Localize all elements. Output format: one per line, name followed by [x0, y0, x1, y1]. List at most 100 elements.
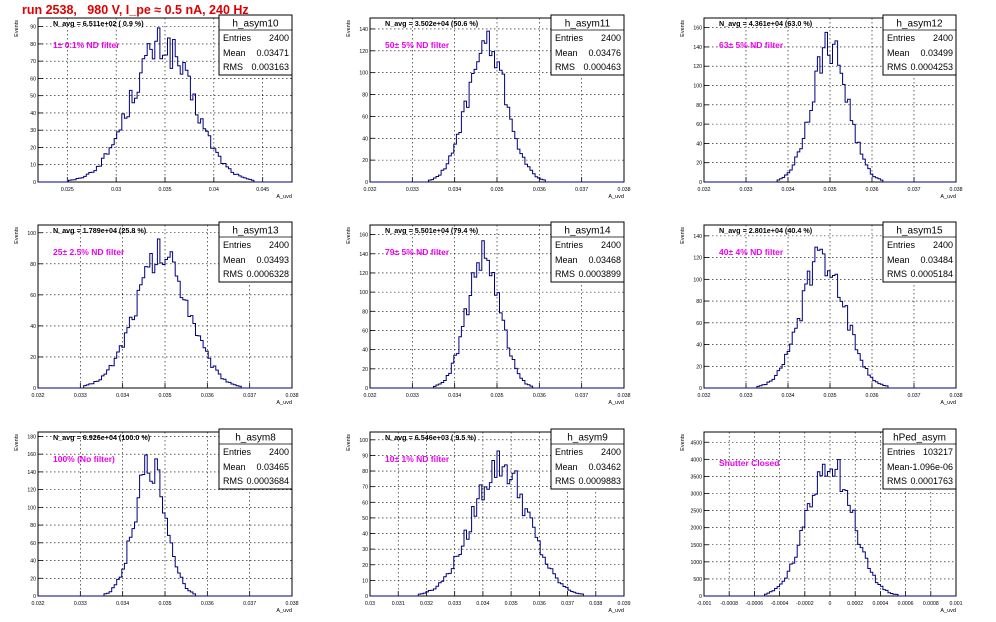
stat-value-rms: 0.000463	[583, 62, 621, 72]
y-tick-label: 10	[362, 578, 368, 584]
panel-h_asym11: 0.032 0.033 0.034 0.035 0.036 0.037 0.038 0 20 40…	[346, 14, 631, 200]
y-tick-label: 20	[362, 563, 368, 569]
x-tick-label: 0.04	[209, 187, 219, 193]
x-tick-label: 0.037	[908, 187, 921, 193]
y-tick-label: 20	[30, 145, 36, 151]
stat-label-entries: Entries	[887, 33, 916, 43]
y-tick-label: 60	[696, 122, 702, 128]
x-tick-label: 0.036	[866, 393, 879, 399]
stats-box	[550, 428, 625, 490]
x-tick-label: 0.0008	[923, 601, 939, 607]
y-axis-title: Events	[680, 227, 686, 244]
histogram-line	[38, 454, 292, 597]
y-tick-label: 100	[359, 438, 368, 444]
x-axis-title: A_uvd	[608, 400, 624, 406]
y-tick-label: 20	[362, 367, 368, 373]
filter-label: 25± 2.5% ND filter	[53, 247, 125, 257]
y-tick-label: 100	[359, 71, 368, 77]
y-tick-label: 1000	[690, 560, 702, 566]
stats-box	[882, 221, 957, 283]
x-tick-label: 0.03	[365, 601, 375, 607]
y-tick-label: 40	[30, 111, 36, 117]
x-tick-label: 0.036	[533, 187, 546, 193]
histogram-name: h_asym8	[235, 433, 276, 444]
stats-box	[550, 221, 625, 283]
x-axis-title: A_uvd	[940, 194, 956, 200]
x-tick-label: 0.035	[159, 393, 172, 399]
stat-label-rms: RMS	[887, 62, 907, 72]
x-tick-label: 0	[829, 601, 832, 607]
y-tick-label: 0	[365, 386, 368, 392]
y-tick-label: 2000	[690, 526, 702, 532]
x-tick-label: 0.034	[116, 601, 129, 607]
y-tick-label: 120	[359, 271, 368, 277]
y-tick-label: 120	[693, 256, 702, 262]
stat-label-rms: RMS	[555, 476, 575, 486]
y-tick-label: 0	[33, 386, 36, 392]
x-tick-label: 0.045	[256, 187, 269, 193]
stat-label-rms: RMS	[223, 476, 243, 486]
navg-label: N_avg = 3.502e+04 (50.6 %)	[385, 19, 479, 28]
y-tick-label: 40	[30, 324, 36, 330]
stats-box	[218, 14, 293, 76]
histogram-name: h_asym15	[896, 226, 943, 237]
stat-label-rms: RMS	[223, 269, 243, 279]
y-tick-label: 2500	[690, 509, 702, 515]
stat-label-entries: Entries	[887, 447, 916, 457]
stat-value-mean: 0.03462	[588, 462, 621, 472]
stat-label-rms: RMS	[887, 476, 907, 486]
stat-value-rms: 0.003163	[251, 62, 289, 72]
stat-value-entries: 2400	[933, 33, 953, 43]
stat-value-mean: 0.03465	[256, 462, 289, 472]
histogram-name: h_asym14	[564, 226, 611, 237]
filter-label: 63± 5% ND filter	[719, 40, 784, 50]
histogram-line	[38, 27, 292, 183]
y-tick-label: 40	[696, 343, 702, 349]
x-tick-label: 0.034	[116, 393, 129, 399]
stat-value-entries: 2400	[601, 447, 621, 457]
y-tick-label: 500	[693, 577, 702, 583]
stats-box	[218, 428, 293, 490]
x-tick-label: 0.037	[561, 601, 574, 607]
y-tick-label: 0	[33, 594, 36, 600]
histogram-line	[704, 31, 956, 183]
y-tick-label: 4000	[690, 457, 702, 463]
stat-label-entries: Entries	[223, 33, 252, 43]
y-tick-label: 0	[699, 180, 702, 186]
x-tick-label: 0.0004	[872, 601, 888, 607]
panel-h_asym10: 0.025 0.03 0.035 0.04 0.045 0 10 20 30 40 50 60 70 80…	[14, 14, 293, 200]
y-tick-label: 40	[362, 136, 368, 142]
x-tick-label: 0.033	[74, 393, 87, 399]
histogram-name: h_asym11	[565, 19, 611, 30]
y-tick-label: 20	[362, 158, 368, 164]
y-tick-label: 140	[359, 27, 368, 33]
y-tick-label: 60	[696, 321, 702, 327]
y-tick-label: 100	[693, 84, 702, 90]
stats-box	[218, 221, 293, 283]
x-tick-label: 0.037	[908, 393, 921, 399]
stat-value-entries: 2400	[933, 240, 953, 250]
y-axis-title: Events	[346, 20, 352, 37]
y-tick-label: 100	[27, 231, 36, 237]
stat-label-mean: Mean	[555, 48, 578, 58]
x-tick-label: 0.0002	[847, 601, 863, 607]
x-tick-label: 0.033	[406, 393, 419, 399]
histogram-line	[704, 459, 956, 597]
stat-value-mean: 0.03493	[256, 255, 289, 265]
y-tick-label: 60	[362, 114, 368, 120]
filter-label: 10± 1% ND filter	[385, 454, 450, 464]
stat-label-mean: Mean	[223, 462, 246, 472]
stat-label-mean: Mean	[887, 255, 910, 265]
y-tick-label: 80	[30, 42, 36, 48]
x-axis-title: A_uvd	[940, 608, 956, 614]
x-tick-label: 0.034	[448, 187, 461, 193]
y-tick-label: 30	[30, 128, 36, 134]
y-tick-label: 70	[362, 485, 368, 491]
y-tick-label: 20	[696, 364, 702, 370]
stats-box	[882, 428, 957, 490]
y-tick-label: 0	[699, 594, 702, 600]
x-tick-label: 0.034	[782, 187, 795, 193]
panel-h_asym15: 0.032 0.033 0.034 0.035 0.036 0.037 0.038 0 20 40…	[680, 221, 963, 406]
filter-label: 40± 4% ND filter	[719, 247, 784, 257]
stat-value-mean: 0.03484	[920, 255, 953, 265]
